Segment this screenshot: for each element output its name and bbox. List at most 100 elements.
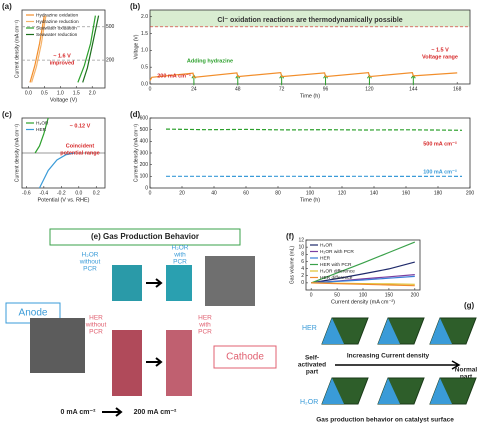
x-axis-label: Current density (mA cm⁻²): [331, 299, 395, 305]
x-tick-label: 0.0: [25, 90, 32, 96]
her-label: HER: [302, 325, 317, 332]
legend-label: HER: [320, 255, 331, 261]
surface-photo: [205, 256, 255, 306]
series-line: [29, 15, 45, 83]
label: (f): [286, 232, 294, 241]
y-tick-label: 6: [301, 259, 304, 265]
annotation: 200 mA cm⁻²: [157, 72, 191, 79]
x-tick-label: 24: [191, 86, 197, 92]
series-line: [311, 275, 415, 284]
y-tick-label: 100: [140, 174, 149, 180]
y-axis-label: Current density (mA cm⁻²): [14, 20, 20, 79]
x-tick-label: 100: [359, 292, 368, 298]
series-line: [38, 152, 75, 189]
legend-label: Hydrazine reduction: [36, 19, 79, 25]
label: (c): [2, 110, 12, 119]
plot-frame: [149, 117, 471, 189]
x-tick-label: 0.0: [75, 190, 82, 196]
series-line: [310, 241, 416, 284]
plot-frame: [149, 9, 471, 85]
x-tick-label: -0.4: [40, 190, 49, 196]
label: with: [173, 252, 186, 259]
legend-label: Seawater oxidation: [36, 25, 77, 31]
tube-photo: [166, 330, 192, 396]
series-line: [77, 15, 96, 83]
annotation: ~ 1.5 V: [431, 47, 449, 53]
x-tick-label: 50: [334, 292, 340, 298]
label: PCR: [83, 266, 97, 273]
arrow: [146, 278, 163, 288]
e-start: 0 mA cm⁻²: [61, 409, 97, 416]
label: (b): [130, 2, 141, 11]
x-tick-label: 72: [279, 86, 285, 92]
x-tick-label: 0.5: [41, 90, 48, 96]
label: without: [79, 259, 101, 266]
annotation: 100 mA cm⁻²: [423, 168, 457, 175]
x-tick-label: 1.5: [73, 90, 80, 96]
label: PCR: [173, 259, 187, 266]
series-line: [82, 15, 100, 83]
y-tick-label: 0: [301, 280, 304, 286]
x-tick-label: 20: [179, 190, 185, 196]
x-axis-label: Time (h): [300, 93, 320, 99]
label: HER: [198, 315, 212, 322]
e-title: (e) Gas Production Behavior: [91, 232, 199, 241]
series-line: [311, 282, 415, 287]
active-region: [322, 378, 344, 404]
label: with: [198, 322, 211, 329]
x-tick-label: 0: [149, 86, 152, 92]
x-tick-label: 200: [466, 190, 475, 196]
y-tick-label: 10: [298, 244, 304, 250]
annotation: Coincident: [66, 143, 95, 149]
arrow: [335, 360, 461, 370]
x-tick-label: 2.0: [89, 90, 96, 96]
label: Normal: [455, 367, 478, 374]
legend-label: Hydrazine oxidation: [36, 12, 78, 18]
label: (a): [2, 2, 12, 11]
x-tick-label: 140: [370, 190, 379, 196]
x-tick-label: 80: [275, 190, 281, 196]
y-tick-label: 0.5: [141, 65, 148, 71]
y-tick-label: 4: [301, 266, 304, 272]
label: H₂OR: [172, 245, 189, 252]
x-tick-label: 180: [434, 190, 443, 196]
h2or-label: H₂OR: [300, 399, 318, 406]
label: activated: [298, 362, 326, 369]
y-tick-label: 2.0: [141, 14, 148, 20]
y-axis-label: Current density (mA cm⁻²): [133, 124, 139, 183]
annotation: improved: [50, 60, 75, 66]
x-tick-label: 100: [306, 190, 315, 196]
arrow: [102, 407, 123, 417]
y-tick-label: 12: [298, 237, 304, 243]
active-region: [430, 318, 452, 344]
panel-label: (g): [464, 301, 475, 310]
tube-photo: [112, 330, 142, 396]
y-tick-label: 0.0: [141, 81, 148, 87]
reference-label: 200: [106, 57, 115, 63]
anode-label: Anode: [19, 308, 48, 319]
y-tick-label: 500: [140, 127, 149, 133]
y-tick-label: 8: [301, 252, 304, 258]
series-line: [165, 128, 463, 131]
legend-label: HER: [36, 127, 47, 133]
annotation: Adding hydrazine: [187, 58, 233, 64]
x-tick-label: -0.6: [22, 190, 31, 196]
x-tick-label: 150: [385, 292, 394, 298]
x-tick-label: 60: [243, 190, 249, 196]
label: PCR: [198, 329, 212, 336]
cathode-label: Cathode: [226, 352, 264, 363]
y-tick-label: 2: [301, 273, 304, 279]
legend-label: H₂OR with PCR: [320, 249, 354, 255]
series-line: [31, 15, 47, 83]
annotation: Voltage range: [422, 54, 458, 60]
legend-label: H₂OR: [36, 120, 49, 126]
x-tick-label: 0.2: [93, 190, 100, 196]
x-axis-label: Voltage (V): [50, 97, 77, 103]
shaded-region: [150, 10, 470, 27]
y-tick-label: 1.5: [141, 31, 148, 37]
x-tick-label: 200: [411, 292, 420, 298]
increasing-label: Increasing Current density: [347, 353, 430, 360]
reference-label: 500: [106, 24, 115, 30]
x-tick-label: -0.2: [57, 190, 66, 196]
g-caption: Gas production behavior on catalyst surf…: [316, 417, 454, 424]
